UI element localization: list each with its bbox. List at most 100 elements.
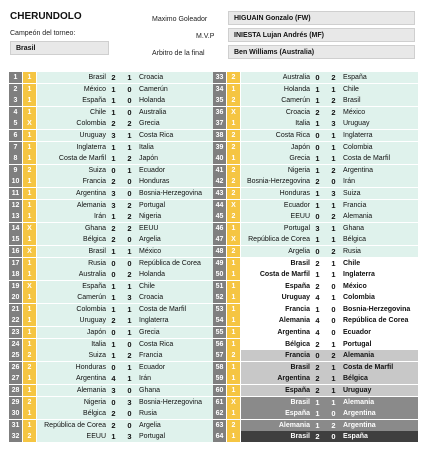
match-number: 61 [213, 396, 226, 408]
match-number: 5 [9, 118, 22, 130]
away-team: Grecia [139, 329, 160, 337]
match-row-bg [241, 269, 418, 281]
mvp-value: INIESTA Lujan Andrés (MF) [228, 28, 415, 42]
match-row: 34 1 Holanda 1 1 Chile [213, 83, 418, 95]
home-score: 1 [315, 235, 320, 245]
home-score: 1 [111, 107, 116, 117]
home-team: Argelia [288, 247, 310, 255]
match-row: 43 2 Honduras 1 3 Suiza [213, 187, 418, 199]
home-score: 2 [315, 374, 320, 384]
match-prediction-badge: 2 [227, 164, 240, 176]
away-score: 0 [127, 409, 132, 419]
home-team: México [83, 85, 106, 93]
home-team: Australia [78, 271, 106, 279]
home-score: 1 [111, 212, 116, 222]
away-team: Chile [139, 282, 155, 290]
home-team: Holanda [283, 85, 310, 93]
home-team: Brasil [290, 363, 310, 371]
home-score: 2 [111, 409, 116, 419]
home-team: Portugal [283, 224, 310, 232]
away-score: 2 [127, 119, 132, 129]
match-number: 9 [9, 164, 22, 176]
match-row-bg [241, 338, 418, 350]
away-score: 0 [331, 281, 336, 291]
match-row: 7 1 Inglaterra 1 1 Italia [9, 141, 214, 153]
home-team: Francia [285, 352, 310, 360]
home-score: 1 [111, 142, 116, 152]
match-number: 27 [9, 373, 22, 385]
match-row: 16 X Brasil 1 1 México [9, 245, 214, 257]
match-prediction-badge: 1 [227, 338, 240, 350]
match-prediction-badge: 2 [227, 95, 240, 107]
home-team: Uruguay [281, 294, 310, 302]
away-score: 0 [127, 188, 132, 198]
home-team: Japón [86, 329, 106, 337]
match-number: 29 [9, 396, 22, 408]
away-team: Colombia [343, 143, 373, 151]
match-prediction-badge: 1 [227, 303, 240, 315]
home-team: España [285, 387, 310, 395]
match-number: 56 [213, 338, 226, 350]
match-row: 11 1 Argentina 3 0 Bosnia-Herzegovina [9, 187, 214, 199]
match-row-bg [241, 95, 418, 107]
match-prediction-badge: 1 [23, 269, 36, 281]
scorer-value: HIGUAIN Gonzalo (FW) [228, 11, 415, 25]
match-prediction-badge: 1 [23, 408, 36, 420]
match-row: 18 1 Australia 0 2 Holanda [9, 269, 214, 281]
match-number: 57 [213, 350, 226, 362]
match-row: 63 2 Alemania 1 2 Argentina [213, 419, 418, 431]
home-team: Chile [90, 108, 106, 116]
home-team: República de Corea [44, 421, 106, 429]
home-score: 4 [315, 293, 320, 303]
home-score: 4 [111, 374, 116, 384]
home-team: Brasil [88, 247, 106, 255]
home-team: España [82, 97, 106, 105]
away-team: Holanda [139, 97, 166, 105]
home-team: Alemania [278, 421, 310, 429]
home-score: 2 [315, 362, 320, 372]
match-row: 32 2 EEUU 1 3 Portugal [9, 431, 214, 443]
match-row: 36 X Croacia 2 2 México [213, 106, 418, 118]
home-score: 1 [111, 351, 116, 361]
home-score: 2 [111, 316, 116, 326]
match-number: 45 [213, 211, 226, 223]
away-score: 1 [331, 130, 336, 140]
home-team: Francia [82, 178, 106, 186]
away-team: Irán [343, 178, 356, 186]
match-row: 22 1 Uruguay 2 1 Inglaterra [9, 315, 214, 327]
home-score: 2 [315, 107, 320, 117]
match-row-bg [241, 129, 418, 141]
home-score: 3 [111, 200, 116, 210]
away-team: Alemania [343, 213, 373, 221]
away-team: Costa Rica [139, 131, 174, 139]
home-score: 2 [111, 235, 116, 245]
away-score: 2 [331, 212, 336, 222]
match-prediction-badge: X [23, 222, 36, 234]
away-team: Italia [139, 143, 154, 151]
match-number: 10 [9, 176, 22, 188]
away-team: República de Corea [343, 317, 409, 325]
away-team: Francia [139, 352, 163, 360]
match-row: 57 2 Francia 0 2 Alemania [213, 350, 418, 362]
away-score: 1 [127, 73, 132, 82]
away-score: 2 [331, 107, 336, 117]
match-number: 22 [9, 315, 22, 327]
away-score: 1 [127, 130, 132, 140]
away-score: 1 [331, 223, 336, 233]
away-score: 1 [331, 154, 336, 164]
home-team: Suiza [88, 166, 106, 174]
match-number: 63 [213, 419, 226, 431]
match-row-bg [241, 419, 418, 431]
away-score: 0 [127, 96, 132, 106]
match-prediction-badge: 2 [23, 361, 36, 373]
match-number: 16 [9, 245, 22, 257]
match-row-bg [37, 118, 214, 130]
match-row: 27 1 Argentina 4 1 Irán [9, 373, 214, 385]
home-score: 0 [315, 130, 320, 140]
home-score: 1 [111, 281, 116, 291]
match-row: 45 2 EEUU 0 2 Alemania [213, 211, 418, 223]
match-prediction-badge: 1 [227, 373, 240, 385]
match-number: 49 [213, 257, 226, 269]
home-team: Colombia [76, 120, 106, 128]
match-row: 53 1 Francia 1 0 Bosnia-Herzegovina [213, 303, 418, 315]
